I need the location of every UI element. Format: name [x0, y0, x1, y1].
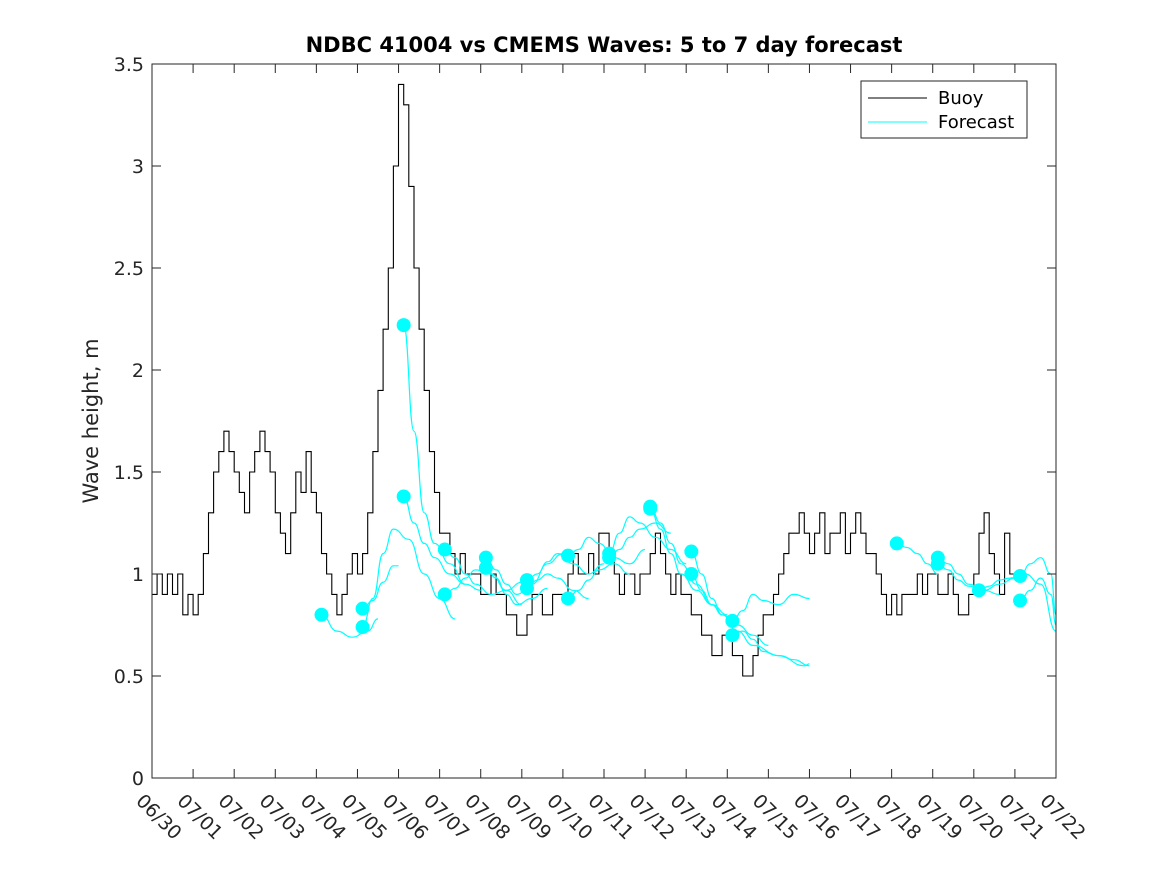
forecast-run-line — [444, 569, 522, 606]
forecast-start-marker — [396, 318, 411, 333]
forecast-run-line — [732, 593, 810, 622]
forecast-start-marker — [561, 591, 576, 606]
y-tick-label: 2 — [132, 360, 144, 382]
legend: Buoy Forecast — [860, 80, 1028, 139]
forecast-run-line — [526, 573, 589, 600]
legend-label-buoy: Buoy — [938, 88, 984, 109]
forecast-start-marker — [1013, 569, 1028, 584]
y-tick-label: 1 — [132, 564, 144, 586]
y-tick-label: 0 — [132, 768, 144, 790]
forecast-start-marker — [602, 550, 617, 565]
forecast-start-marker — [1013, 593, 1028, 608]
forecast-run-line — [937, 557, 1015, 591]
legend-box — [860, 80, 1028, 139]
forecast-start-marker — [437, 587, 452, 602]
y-tick-label: 3.5 — [114, 54, 144, 76]
forecast-start-marker — [519, 581, 534, 596]
forecast-run-line — [608, 516, 687, 565]
buoy-series-line — [152, 83, 1015, 677]
forecast-run-line — [485, 567, 548, 606]
legend-label-forecast: Forecast — [938, 112, 1014, 133]
forecast-start-marker — [684, 544, 699, 559]
y-tick-label: 1.5 — [114, 462, 144, 484]
forecast-start-marker — [971, 583, 986, 598]
y-tick-label: 2.5 — [114, 258, 144, 280]
forecast-run-line — [362, 528, 456, 628]
forecast-run-line — [649, 508, 713, 606]
forecast-start-marker — [478, 550, 493, 565]
data-layer — [152, 83, 1057, 677]
forecast-start-marker — [355, 601, 370, 616]
forecast-run-line — [732, 630, 810, 667]
forecast-start-marker — [725, 613, 740, 628]
forecast-start-marker — [355, 620, 370, 635]
forecast-run-line — [526, 552, 605, 581]
forecast-start-marker — [889, 536, 904, 551]
forecast-run-line — [896, 542, 939, 575]
plot-area — [152, 64, 1056, 778]
forecast-start-marker — [396, 489, 411, 504]
forecast-start-marker — [314, 607, 329, 622]
forecast-run-line — [567, 563, 630, 600]
y-axis-label: Wave height, m — [79, 338, 103, 503]
forecast-run-line — [978, 573, 1057, 632]
axes-box — [151, 63, 1057, 779]
forecast-start-marker — [725, 628, 740, 643]
forecast-start-marker — [437, 542, 452, 557]
forecast-run-line — [1019, 577, 1057, 626]
forecast-start-marker — [478, 560, 493, 575]
forecast-start-marker — [684, 567, 699, 581]
chart-title: NDBC 41004 vs CMEMS Waves: 5 to 7 day fo… — [306, 33, 903, 57]
forecast-run-line — [567, 536, 646, 565]
forecast-run-line — [403, 495, 466, 585]
y-tick-label: 3 — [132, 156, 144, 178]
forecast-run-line — [1019, 557, 1057, 616]
y-tick-label: 0.5 — [114, 666, 144, 688]
forecast-start-marker — [561, 548, 576, 563]
forecast-start-marker — [930, 556, 945, 571]
forecast-run-line — [485, 553, 563, 596]
forecast-run-line — [321, 614, 379, 638]
forecast-start-marker — [643, 501, 658, 516]
